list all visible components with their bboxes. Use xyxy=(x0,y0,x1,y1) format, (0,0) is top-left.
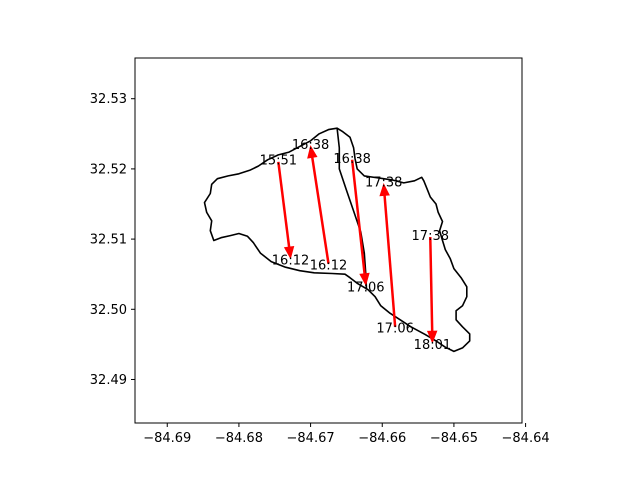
time-label: 16:12 xyxy=(310,259,347,274)
track-arrow xyxy=(383,195,397,327)
track-arrow-head xyxy=(359,272,370,287)
time-label: 16:38 xyxy=(333,152,370,167)
x-tick-label: −84.67 xyxy=(287,431,335,446)
time-label: 18:01 xyxy=(414,338,451,353)
axis-ticks: −84.69 −84.68 −84.67 −84.66 −84.65 −84.64 32.4… xyxy=(90,92,550,446)
track-arrow xyxy=(311,157,330,264)
axes-frame xyxy=(134,57,523,424)
time-label: 17:06 xyxy=(376,322,413,337)
y-tick-label: 32.50 xyxy=(90,303,127,318)
time-label: 17:06 xyxy=(347,280,384,295)
track-arrow-head xyxy=(426,330,438,344)
time-label: 16:38 xyxy=(292,138,329,153)
track-arrow xyxy=(429,236,434,332)
x-tick-label: −84.64 xyxy=(502,431,550,446)
track-arrow xyxy=(277,161,291,248)
boundary-shapes xyxy=(203,127,471,353)
track-arrow-head xyxy=(283,246,295,260)
time-label: 16:12 xyxy=(272,254,309,269)
x-tick-label: −84.69 xyxy=(143,431,191,446)
x-tick-label: −84.68 xyxy=(215,431,263,446)
track-arrow xyxy=(350,159,366,274)
x-tick-label: −84.65 xyxy=(430,431,478,446)
y-tick-label: 32.51 xyxy=(90,233,127,248)
track-arrow-head xyxy=(379,182,390,197)
x-tick-label: −84.66 xyxy=(358,431,406,446)
y-tick-label: 32.49 xyxy=(90,373,127,388)
time-label: 15:51 xyxy=(260,153,297,168)
time-label: 17:38 xyxy=(412,229,449,244)
track-arrows xyxy=(277,145,438,344)
track-arrow-head xyxy=(307,145,318,159)
area-divider xyxy=(336,128,368,290)
y-tick-label: 32.52 xyxy=(90,162,127,177)
time-label: 17:38 xyxy=(365,176,402,191)
area-boundary xyxy=(203,127,471,353)
y-tick-label: 32.53 xyxy=(90,92,127,107)
